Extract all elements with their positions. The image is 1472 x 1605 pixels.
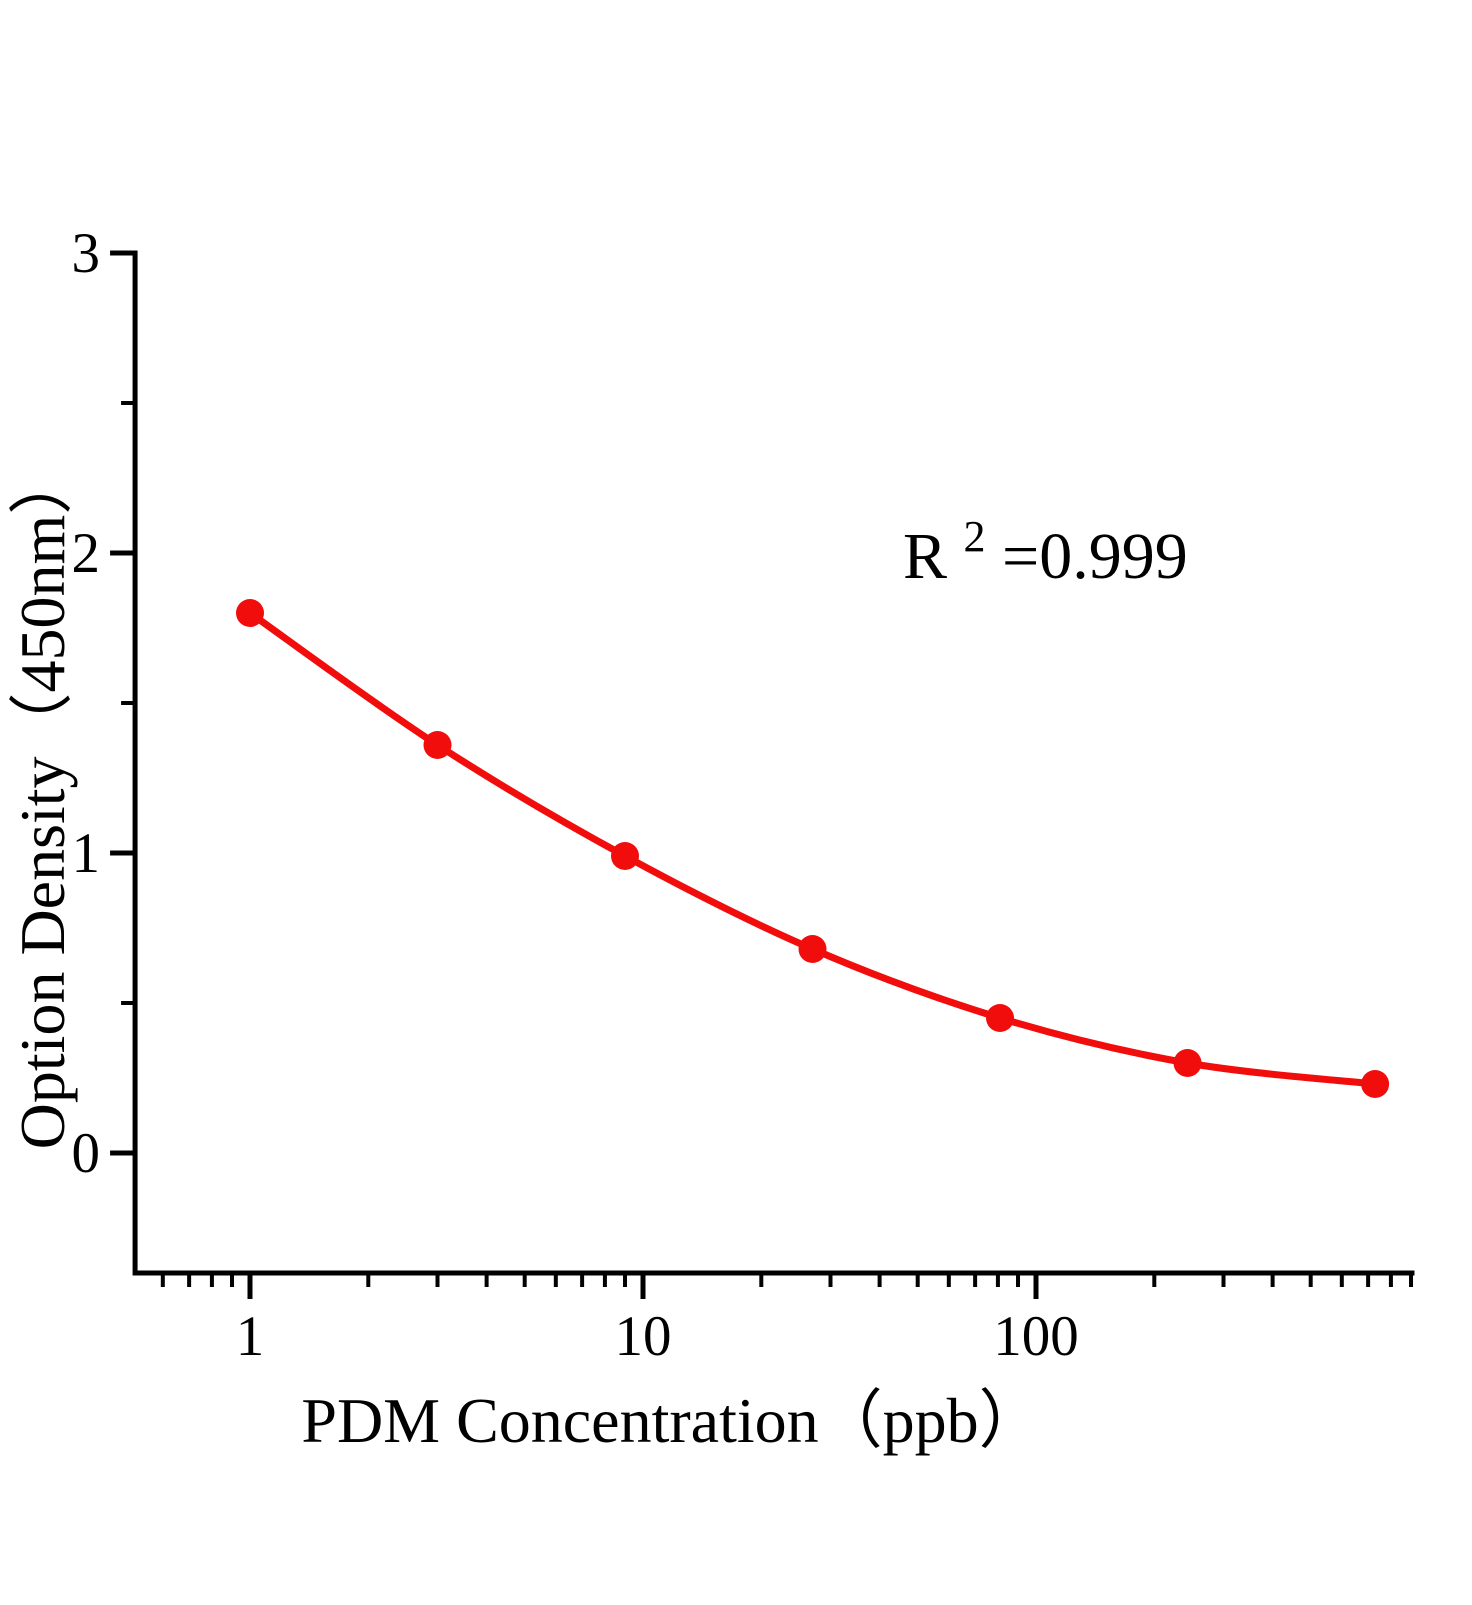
data-point-marker [986,1004,1014,1032]
data-point-marker [611,842,639,870]
x-tick-label: 10 [615,1305,672,1368]
r-squared-base: R [903,520,947,593]
y-tick-label: 2 [72,522,101,585]
x-axis-ticks [160,1273,1414,1299]
axis-frame [132,250,1415,1276]
y-axis-ticks [110,250,136,1156]
curve-line [246,609,1379,1088]
data-point-marker [798,935,827,963]
y-tick-label: 1 [72,822,101,885]
y-tick-label: 3 [72,222,101,285]
y-axis-title: Option Density（450nm） [7,451,78,1150]
data-point-marker [1361,1070,1390,1098]
data-point-marker [423,731,452,759]
data-point-marker [1173,1049,1202,1077]
data-point-marker [236,599,264,627]
r-squared-annotation: R 2 =0.999 [903,493,1188,593]
y-tick-labels: 0 1 2 3 [72,222,101,1185]
y-tick-label: 0 [72,1122,101,1185]
r-squared-superscript: 2 [964,512,986,561]
x-tick-label: 1 [236,1305,265,1368]
x-tick-labels: 1 10 100 [236,1305,1079,1368]
x-axis-title: PDM Concentration（ppb） [301,1385,1042,1456]
data-points [236,599,1390,1098]
x-tick-label: 100 [993,1305,1079,1368]
r-squared-value: =0.999 [1002,520,1188,593]
